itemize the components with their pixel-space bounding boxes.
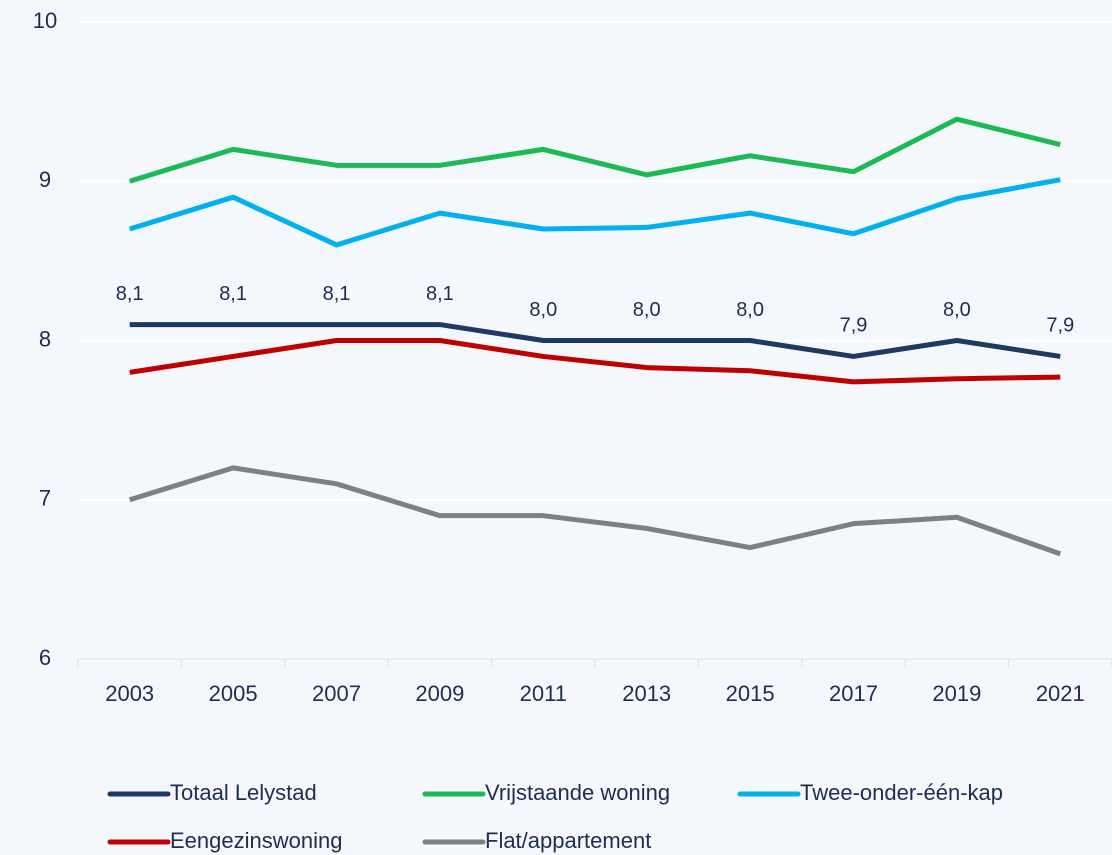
y-tick-label: 10 [33,8,57,33]
data-label: 7,9 [1046,315,1074,337]
data-label: 7,9 [840,315,868,337]
x-tick-label: 2011 [520,681,567,706]
legend-label: Flat/appartement [485,828,651,853]
data-label: 8,1 [116,283,144,305]
data-label: 8,1 [323,283,351,305]
series-line [129,322,1061,359]
x-tick-label: 2013 [622,681,671,706]
x-tick-label: 2017 [829,681,878,706]
y-tick-label: 9 [39,167,51,192]
data-label: 8,1 [426,283,454,305]
x-tick-label: 2019 [932,681,981,706]
x-tick-label: 2009 [415,681,464,706]
y-tick-label: 6 [39,645,51,670]
data-label: 8,0 [529,299,557,321]
legend-label: Twee-onder-één-kap [800,780,1003,805]
y-tick-label: 7 [39,486,51,511]
x-tick-label: 2007 [312,681,361,706]
series-line [128,116,1061,184]
x-tick-label: 2015 [726,681,775,706]
x-tick-label: 2003 [105,681,154,706]
series-line [129,338,1061,385]
data-label: 8,0 [736,299,764,321]
data-label: 8,0 [633,299,661,321]
series-line [128,465,1062,557]
y-tick-label: 8 [39,326,51,351]
data-label: 8,0 [943,299,971,321]
legend-label: Vrijstaande woning [485,780,670,805]
series-line [128,177,1061,248]
data-label: 8,1 [219,283,247,305]
legend-label: Totaal Lelystad [170,780,317,805]
x-tick-label: 2005 [209,681,258,706]
x-tick-label: 2021 [1036,681,1085,706]
legend-label: Eengezinswoning [170,828,342,853]
